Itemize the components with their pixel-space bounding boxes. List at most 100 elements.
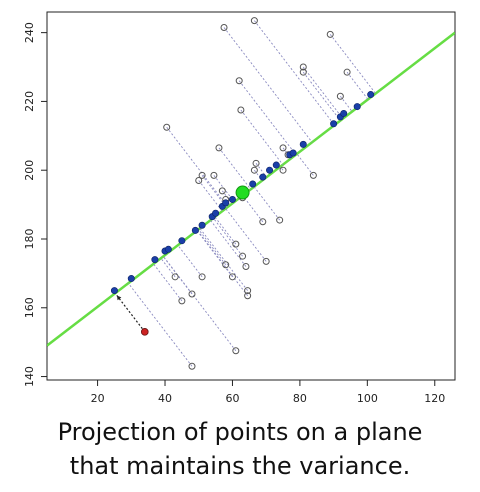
projection-line [279, 166, 284, 171]
projected-point [340, 109, 348, 117]
original-point [250, 166, 258, 174]
original-point [326, 30, 334, 38]
x-tick-label: 80 [293, 392, 307, 405]
highlight-point [140, 328, 149, 336]
projection-line [253, 186, 281, 221]
original-point [235, 77, 243, 85]
projection-line [302, 66, 344, 119]
projected-point [266, 166, 274, 174]
original-point [239, 252, 247, 260]
projected-point [198, 221, 206, 229]
original-point [336, 92, 344, 100]
original-point [244, 287, 252, 295]
projection-line [339, 95, 353, 112]
highlight-projection-line [114, 292, 146, 333]
x-tick-label: 20 [91, 392, 105, 405]
arrow-head [117, 295, 122, 301]
projection-line [240, 109, 284, 165]
original-point [343, 68, 351, 76]
projection-line [329, 34, 376, 94]
projected-point [151, 256, 159, 264]
projected-point [127, 275, 135, 283]
projected-point [110, 287, 118, 295]
original-point [220, 23, 228, 31]
projection-line [196, 230, 233, 278]
original-point [250, 17, 258, 25]
projection-line [218, 147, 252, 190]
original-point [222, 261, 230, 269]
original-point [244, 292, 252, 300]
original-point [218, 187, 226, 195]
projection-line [296, 153, 314, 176]
projected-point [222, 199, 230, 207]
original-point [188, 290, 196, 298]
projected-point [259, 173, 267, 181]
original-point [232, 240, 240, 248]
y-tick-label: 200 [23, 160, 36, 181]
plot-layer: 20 40 60 80 100 120 140 160 180 200 220 240 [23, 11, 456, 405]
original-point [242, 263, 250, 271]
projection-line [153, 263, 183, 302]
x-tick-label: 40 [158, 392, 172, 405]
original-point [210, 171, 218, 179]
projection-line [212, 217, 243, 257]
caption-line-1: Projection of points on a plane [57, 418, 423, 446]
projection-line [242, 195, 264, 223]
projection-line [254, 20, 335, 126]
original-point [309, 171, 317, 179]
y-tick-label: 220 [23, 91, 36, 112]
projection-line [177, 244, 203, 278]
projected-point [191, 226, 199, 234]
original-point [259, 218, 267, 226]
projected-point [228, 195, 236, 203]
projected-point [353, 103, 361, 111]
y-tick-label: 140 [23, 366, 36, 387]
fit-line [47, 31, 455, 347]
original-point [262, 257, 270, 265]
caption: Projection of points on a plane that mai… [0, 415, 480, 483]
original-point [195, 177, 203, 185]
projected-point [178, 237, 186, 245]
original-point [279, 144, 287, 152]
projection-line [127, 282, 193, 367]
original-point [299, 63, 307, 71]
original-point [276, 216, 284, 224]
projected-point [367, 91, 375, 99]
y-tick-label: 240 [23, 22, 36, 43]
original-point [237, 106, 245, 114]
projected-point [212, 209, 220, 217]
projected-point [272, 161, 280, 169]
projection-line [197, 229, 248, 297]
projection-line [346, 71, 369, 100]
projected-point [164, 245, 172, 253]
projected-point [289, 149, 297, 157]
projection-line [160, 257, 176, 278]
original-point [178, 297, 186, 305]
projected-point [249, 180, 257, 188]
projected-point [330, 120, 338, 128]
x-tick-label: 120 [424, 392, 445, 405]
projected-point [299, 140, 307, 148]
projection-line [210, 219, 247, 267]
scatter-chart: 20 40 60 80 100 120 140 160 180 200 220 240 [23, 11, 456, 405]
projection-line [238, 80, 297, 155]
projection-line [302, 71, 341, 121]
projection-line [198, 229, 227, 266]
original-point [232, 347, 240, 355]
projection-line [223, 27, 313, 143]
original-point [299, 68, 307, 76]
projection-line [166, 126, 229, 208]
projection-line [225, 208, 267, 262]
plot-frame [46, 11, 456, 381]
original-point [215, 144, 223, 152]
x-tick-label: 100 [357, 392, 378, 405]
projection-line [255, 163, 267, 178]
y-tick-label: 160 [23, 297, 36, 318]
original-point [171, 273, 179, 281]
chart-svg: 20 40 60 80 100 120 140 160 180 200 220 240 [23, 11, 456, 405]
original-point [188, 362, 196, 370]
y-tick-label: 180 [23, 228, 36, 249]
x-tick-label: 60 [225, 392, 239, 405]
caption-line-2: that maintains the variance. [69, 452, 411, 480]
original-point [279, 166, 287, 174]
